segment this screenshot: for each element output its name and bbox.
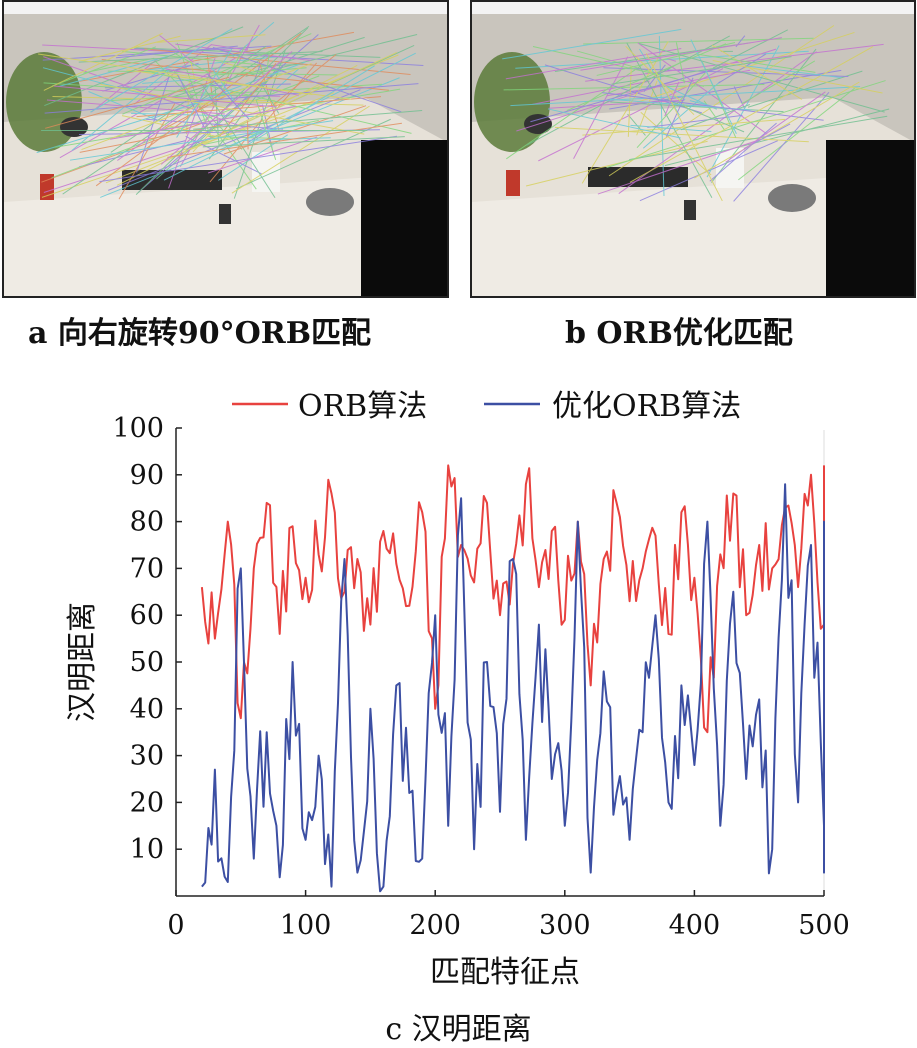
y-tick-label: 10 (130, 834, 164, 865)
y-tick-label: 100 (112, 413, 164, 444)
x-tick-label: 200 (409, 910, 461, 941)
legend-label: 优化ORB算法 (552, 389, 741, 424)
caption-a: a 向右旋转90°ORB匹配 (28, 308, 371, 352)
legend-label: ORB算法 (298, 389, 427, 424)
y-tick-label: 30 (130, 741, 164, 772)
x-tick-label: 100 (280, 910, 332, 941)
desk-scene-photo-b (472, 2, 914, 296)
x-tick-label: 500 (798, 910, 850, 941)
y-tick-label: 50 (130, 647, 164, 678)
y-tick-label: 20 (130, 787, 164, 818)
legend: ORB算法 优化ORB算法 (232, 389, 741, 424)
x-tick-label: 300 (539, 910, 591, 941)
x-tick-label: 400 (669, 910, 721, 941)
orb-optimized-match-image (470, 0, 916, 298)
y-tick-label: 40 (130, 694, 164, 725)
y-tick-label: 80 (130, 507, 164, 538)
hamming-distance-chart: 10 20 30 40 50 60 70 80 90 100 0 100 200 300 400 500 O… (0, 360, 917, 1000)
y-tick-label: 70 (130, 553, 164, 584)
y-axis-label: 汉明距离 (65, 602, 100, 722)
x-axis-label: 匹配特征点 (430, 955, 580, 990)
x-tick-label: 0 (167, 910, 184, 941)
caption-c: c 汉明距离 (0, 1004, 917, 1048)
y-tick-label: 60 (130, 600, 164, 631)
caption-b: b ORB优化匹配 (565, 308, 793, 352)
desk-scene-photo-a (4, 2, 447, 296)
y-tick-label: 90 (130, 460, 164, 491)
y-tick-labels: 10 20 30 40 50 60 70 80 90 100 (112, 413, 182, 865)
x-tick-labels: 0 100 200 300 400 500 (167, 890, 849, 941)
orb-rotated-match-image (2, 0, 449, 298)
